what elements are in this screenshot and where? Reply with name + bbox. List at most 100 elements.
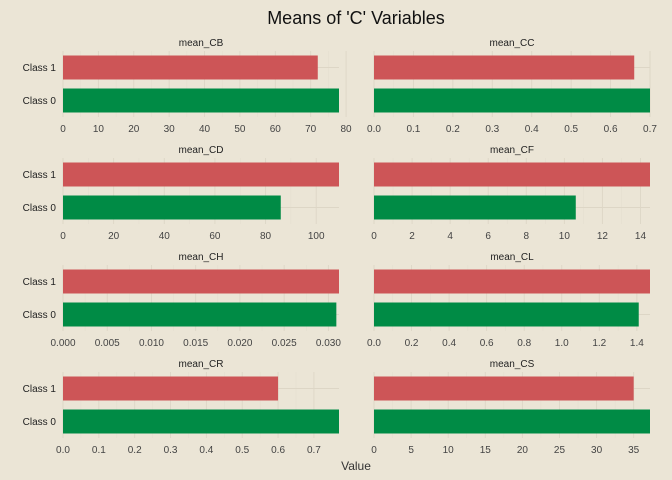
- bar-mean_CC-class-0: [374, 88, 650, 113]
- x-tick-label: 30: [164, 124, 176, 135]
- x-tick-label: 0.0: [56, 445, 70, 456]
- x-tick-label: 0.6: [604, 124, 618, 135]
- x-tick-label: 1.2: [592, 338, 606, 349]
- x-tick-label: 0.3: [164, 445, 178, 456]
- x-tick-label: 0.4: [199, 445, 213, 456]
- facet-panel-mean_CD: mean_CD 0 20 40 60 80 100 Class 1 Class 0: [23, 145, 339, 242]
- x-tick-label: 0.6: [271, 445, 285, 456]
- y-category-label: Class 1: [23, 170, 57, 181]
- facet-label: mean_CD: [178, 145, 223, 156]
- x-tick-label: 0.2: [128, 445, 142, 456]
- bar-mean_CB-class-1: [63, 55, 318, 80]
- bar-mean_CL-class-0: [374, 302, 639, 327]
- x-tick-label: 0: [371, 231, 377, 242]
- facet-panel-mean_CC: mean_CC 0.0 0.1 0.2 0.3 0.4 0.5 0.6 0.7: [367, 38, 657, 135]
- x-tick-label: 0.2: [446, 124, 460, 135]
- facet-label: mean_CS: [490, 359, 535, 370]
- facet-panel-mean_CH: mean_CH 0.000 0.005 0.010 0.015 0.020 0.025 0.0…: [23, 252, 342, 349]
- bar-mean_CF-class-0: [374, 195, 576, 220]
- x-tick-label: 0.5: [564, 124, 578, 135]
- x-tick-label: 0.015: [183, 338, 208, 349]
- x-tick-label: 10: [93, 124, 105, 135]
- x-tick-label: 0: [371, 445, 377, 456]
- bar-mean_CL-class-1: [374, 269, 650, 294]
- facet-label: mean_CR: [178, 359, 223, 370]
- x-tick-label: 20: [517, 445, 529, 456]
- bar-mean_CR-class-0: [63, 409, 339, 434]
- bar-mean_CD-class-0: [63, 195, 281, 220]
- x-tick-label: 0: [60, 124, 66, 135]
- x-tick-label: 6: [485, 231, 491, 242]
- y-category-label: Class 1: [23, 277, 57, 288]
- x-tick-label: 1.4: [630, 338, 644, 349]
- x-tick-label: 0.1: [406, 124, 420, 135]
- x-tick-label: 10: [443, 445, 455, 456]
- x-tick-label: 0.1: [92, 445, 106, 456]
- x-tick-label: 70: [305, 124, 317, 135]
- x-tick-label: 0.030: [316, 338, 341, 349]
- bar-mean_CS-class-0: [374, 409, 650, 434]
- bar-mean_CD-class-1: [63, 162, 339, 187]
- y-category-label: Class 0: [23, 310, 57, 321]
- facet-label: mean_CF: [490, 145, 534, 156]
- facet-label: mean_CC: [489, 38, 534, 49]
- x-tick-label: 0.010: [139, 338, 164, 349]
- x-tick-label: 0.7: [307, 445, 321, 456]
- chart-title: Means of 'C' Variables: [267, 8, 445, 28]
- x-tick-label: 80: [260, 231, 272, 242]
- facet-label: mean_CB: [179, 38, 224, 49]
- facet-label: mean_CL: [490, 252, 534, 263]
- x-tick-label: 0.6: [480, 338, 494, 349]
- facet-panel-mean_CL: mean_CL 0.0 0.2 0.4 0.6 0.8 1.0 1.2 1.4: [367, 252, 650, 349]
- x-tick-label: 1.0: [555, 338, 569, 349]
- x-tick-label: 0.0: [367, 124, 381, 135]
- x-axis-label: Value: [341, 459, 371, 473]
- bar-mean_CB-class-0: [63, 88, 339, 113]
- x-tick-label: 0.000: [50, 338, 75, 349]
- x-tick-label: 0.3: [485, 124, 499, 135]
- x-tick-label: 14: [635, 231, 647, 242]
- x-tick-label: 0.4: [442, 338, 456, 349]
- x-tick-label: 0.025: [272, 338, 297, 349]
- bar-mean_CR-class-1: [63, 376, 279, 401]
- x-tick-label: 0.4: [525, 124, 539, 135]
- x-tick-label: 40: [159, 231, 171, 242]
- x-tick-label: 0: [60, 231, 66, 242]
- x-tick-label: 0.0: [367, 338, 381, 349]
- y-category-label: Class 0: [23, 203, 57, 214]
- x-tick-label: 50: [234, 124, 246, 135]
- facet-panel-mean_CB: mean_CB 0 10 20 30 40 50 60 70 80 Class 1 Class 0: [23, 38, 352, 135]
- y-category-label: Class 0: [23, 96, 57, 107]
- x-tick-label: 8: [523, 231, 529, 242]
- x-tick-label: 20: [108, 231, 120, 242]
- y-category-label: Class 1: [23, 63, 57, 74]
- x-tick-label: 60: [209, 231, 221, 242]
- x-tick-label: 60: [270, 124, 282, 135]
- x-tick-label: 0.5: [235, 445, 249, 456]
- x-tick-label: 0.005: [95, 338, 120, 349]
- x-tick-label: 2: [409, 231, 415, 242]
- bar-mean_CH-class-0: [63, 302, 337, 327]
- x-tick-label: 0.020: [227, 338, 252, 349]
- bar-mean_CC-class-1: [374, 55, 635, 80]
- x-tick-label: 4: [447, 231, 453, 242]
- x-tick-label: 0.2: [405, 338, 419, 349]
- x-tick-label: 40: [199, 124, 211, 135]
- bar-mean_CH-class-1: [63, 269, 339, 294]
- bar-mean_CS-class-1: [374, 376, 634, 401]
- x-tick-label: 30: [591, 445, 603, 456]
- x-tick-label: 100: [308, 231, 325, 242]
- facet-panel-mean_CF: mean_CF 0 2 4 6 8 10 12 14: [371, 145, 650, 242]
- x-tick-label: 10: [559, 231, 571, 242]
- facet-panel-mean_CR: mean_CR 0.0 0.1 0.2 0.3 0.4 0.5 0.6 0.7 Class 1 Cl…: [23, 359, 339, 456]
- facet-panel-mean_CS: mean_CS 0 5 10 15 20 25 30 35: [371, 359, 650, 456]
- x-tick-label: 80: [341, 124, 353, 135]
- facet-label: mean_CH: [178, 252, 223, 263]
- x-tick-label: 20: [128, 124, 140, 135]
- y-category-label: Class 1: [23, 384, 57, 395]
- x-tick-label: 25: [554, 445, 566, 456]
- bar-mean_CF-class-1: [374, 162, 650, 187]
- x-tick-label: 0.7: [643, 124, 657, 135]
